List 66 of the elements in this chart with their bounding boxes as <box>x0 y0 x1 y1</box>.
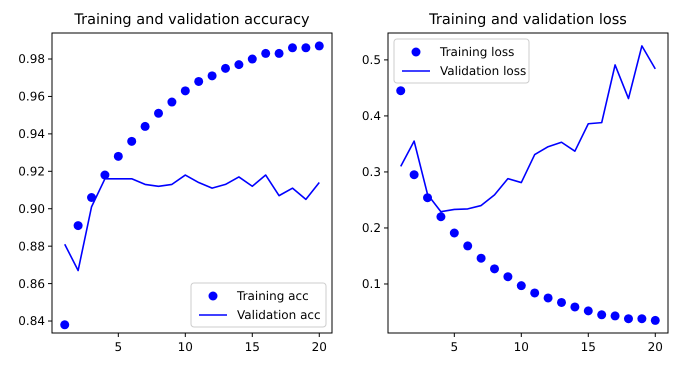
x-tick-label: 15 <box>580 340 596 354</box>
point <box>436 212 446 222</box>
legend-label: Validation acc <box>237 308 321 322</box>
point <box>301 43 310 52</box>
point <box>208 71 217 80</box>
legend-label: Training loss <box>439 45 514 60</box>
y-tick-label: 0.96 <box>18 90 45 104</box>
point <box>410 170 419 180</box>
point <box>530 288 540 298</box>
point <box>490 264 500 274</box>
point <box>396 86 406 96</box>
y-tick-label: 0.3 <box>362 165 381 180</box>
point <box>463 241 472 250</box>
y-tick-label: 0.92 <box>18 164 45 179</box>
point <box>248 54 257 64</box>
point <box>610 311 620 320</box>
point <box>154 108 164 118</box>
y-tick-label: 0.88 <box>18 239 45 254</box>
legend-label: Training acc <box>236 289 309 304</box>
point <box>74 221 83 230</box>
y-tick-label: 0.94 <box>18 127 45 142</box>
y-tick-label: 0.84 <box>18 314 45 328</box>
x-tick-label: 5 <box>450 340 458 354</box>
y-tick-label: 0.90 <box>18 202 45 216</box>
point <box>288 43 297 52</box>
point <box>516 281 526 290</box>
x-tick-label: 10 <box>178 340 193 354</box>
point <box>544 293 553 302</box>
point <box>220 64 230 73</box>
point <box>584 306 593 316</box>
chart-title: Training and validation loss <box>428 12 627 28</box>
point <box>503 272 512 282</box>
point <box>570 302 580 312</box>
point <box>194 76 204 86</box>
point <box>60 320 70 330</box>
point <box>650 316 660 325</box>
y-tick-label: 0.1 <box>362 277 381 292</box>
point <box>556 298 566 307</box>
y-tick-label: 0.2 <box>362 221 381 236</box>
point <box>100 170 110 180</box>
point <box>624 314 633 324</box>
point <box>127 136 136 146</box>
point <box>180 86 190 96</box>
point <box>167 98 176 107</box>
y-tick-label: 0.5 <box>362 53 381 68</box>
x-tick-label: 20 <box>648 340 663 354</box>
point <box>114 152 123 161</box>
y-tick-label: 0.86 <box>18 276 45 291</box>
point <box>140 122 150 131</box>
point <box>476 254 486 263</box>
y-tick-label: 0.98 <box>18 52 45 66</box>
point <box>234 60 244 70</box>
point <box>597 310 606 320</box>
point <box>87 193 96 202</box>
point <box>637 314 646 324</box>
x-tick-label: 20 <box>312 340 327 354</box>
point <box>314 41 324 50</box>
legend-label: Validation loss <box>440 64 526 78</box>
x-tick-label: 10 <box>514 340 529 354</box>
point <box>450 228 459 238</box>
point <box>261 48 270 58</box>
x-tick-label: 15 <box>244 340 260 354</box>
point <box>274 48 284 58</box>
chart-title: Training and validation accuracy <box>73 12 310 28</box>
x-tick-label: 5 <box>114 340 122 354</box>
y-tick-label: 0.4 <box>362 109 381 124</box>
